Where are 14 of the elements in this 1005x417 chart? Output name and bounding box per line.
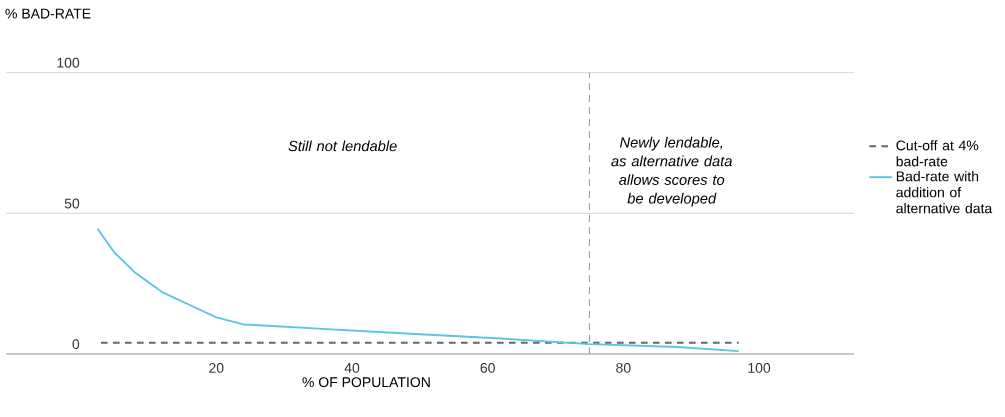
y-tick-label: 0 [72,339,80,350]
y-axis-title: % BAD-RATE [5,8,91,19]
legend-label: Bad-rate with addition of alternative data [896,171,993,214]
x-tick-label: 60 [480,362,495,373]
x-tick-label: 80 [616,362,631,373]
x-tick-label: 100 [748,362,771,373]
x-tick-label: 20 [209,362,224,373]
x-tick-label: 40 [344,362,360,373]
legend-label: Cut-off at 4% bad-rate [896,140,979,167]
annotation: Still not lendable [288,140,397,152]
x-axis-title: % OF POPULATION [302,377,430,388]
y-tick-label: 50 [64,198,80,209]
y-tick-label: 100 [57,57,80,68]
annotation: Newly lendable, as alternative data allows scores to be developed [611,136,732,207]
